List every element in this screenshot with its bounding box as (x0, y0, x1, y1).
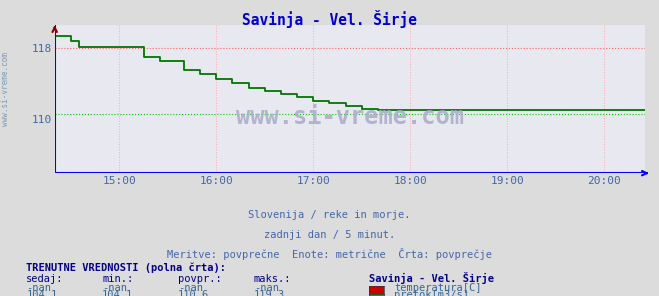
Text: www.si-vreme.com: www.si-vreme.com (1, 52, 10, 126)
Text: 110,6: 110,6 (178, 290, 209, 296)
Text: -nan: -nan (254, 283, 279, 293)
Text: zadnji dan / 5 minut.: zadnji dan / 5 minut. (264, 230, 395, 240)
Text: 104,1: 104,1 (102, 290, 133, 296)
Text: 119,3: 119,3 (254, 290, 285, 296)
Text: maks.:: maks.: (254, 274, 291, 284)
Text: www.si-vreme.com: www.si-vreme.com (236, 105, 463, 129)
Text: 104,1: 104,1 (26, 290, 57, 296)
Text: povpr.:: povpr.: (178, 274, 221, 284)
Text: -nan: -nan (178, 283, 203, 293)
Text: TRENUTNE VREDNOSTI (polna črta):: TRENUTNE VREDNOSTI (polna črta): (26, 262, 226, 273)
Text: pretok[m3/s]: pretok[m3/s] (394, 290, 469, 296)
Text: min.:: min.: (102, 274, 133, 284)
Text: Slovenija / reke in morje.: Slovenija / reke in morje. (248, 210, 411, 220)
Text: -nan: -nan (26, 283, 51, 293)
Text: sedaj:: sedaj: (26, 274, 64, 284)
Text: Savinja - Vel. Širje: Savinja - Vel. Širje (369, 272, 494, 284)
Text: Meritve: povprečne  Enote: metrične  Črta: povprečje: Meritve: povprečne Enote: metrične Črta:… (167, 247, 492, 260)
Text: Savinja - Vel. Širje: Savinja - Vel. Širje (242, 10, 417, 28)
Text: temperatura[C]: temperatura[C] (394, 283, 482, 293)
Text: -nan: -nan (102, 283, 127, 293)
